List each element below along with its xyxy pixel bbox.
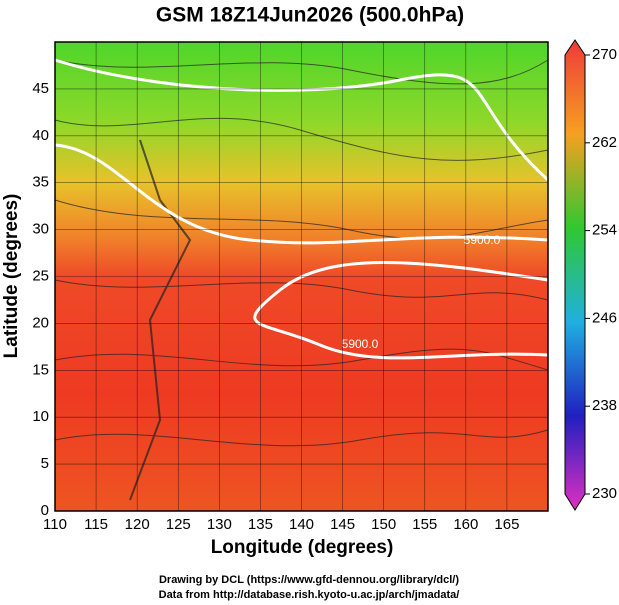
y-axis-label: Latitude (degrees) — [1, 194, 22, 359]
footer-line: Drawing by DCL (https://www.gfd-dennou.o… — [159, 574, 459, 586]
y-tick-label: 30 — [32, 221, 49, 238]
colorbar-tick-label: 254 — [592, 222, 617, 239]
colorbar-tick-label: 262 — [592, 134, 617, 151]
x-tick-label: 120 — [125, 516, 150, 533]
x-tick-label: 135 — [248, 516, 273, 533]
y-tick-label: 20 — [32, 314, 49, 331]
contour-label: 5900.0 — [342, 337, 379, 351]
y-tick-label: 0 — [41, 502, 49, 519]
x-tick-label: 130 — [207, 516, 232, 533]
x-tick-label: 155 — [412, 516, 437, 533]
x-tick-label: 160 — [453, 516, 478, 533]
colorbar — [564, 39, 586, 511]
colorbar-tick-label: 238 — [592, 397, 617, 414]
x-tick-label: 115 — [84, 516, 108, 533]
x-tick-label: 110 — [43, 516, 67, 533]
x-tick-label: 165 — [494, 516, 519, 533]
plot-frame — [54, 41, 549, 512]
colorbar-tick-label: 270 — [592, 46, 617, 63]
colorbar-tick-label: 246 — [592, 309, 617, 326]
x-tick-label: 150 — [371, 516, 396, 533]
y-tick-label: 25 — [32, 267, 49, 284]
y-tick-label: 40 — [32, 127, 49, 144]
colorbar-tick-label: 230 — [592, 485, 617, 502]
contour-label: 5900.0 — [464, 233, 501, 247]
y-tick-label: 45 — [32, 80, 49, 97]
x-tick-label: 140 — [289, 516, 314, 533]
x-tick-label: 145 — [330, 516, 355, 533]
y-tick-label: 15 — [32, 361, 49, 378]
streamlines — [54, 59, 549, 501]
chart-title: GSM 18Z14Jun2026 (500.0hPa) — [156, 4, 464, 27]
y-tick-label: 10 — [32, 408, 49, 425]
y-tick-label: 5 — [41, 455, 49, 472]
footer-line: Data from http://database.rish.kyoto-u.a… — [159, 589, 460, 601]
x-tick-label: 125 — [166, 516, 191, 533]
x-axis-label: Longitude (degrees) — [211, 537, 394, 558]
y-tick-label: 35 — [32, 174, 49, 191]
